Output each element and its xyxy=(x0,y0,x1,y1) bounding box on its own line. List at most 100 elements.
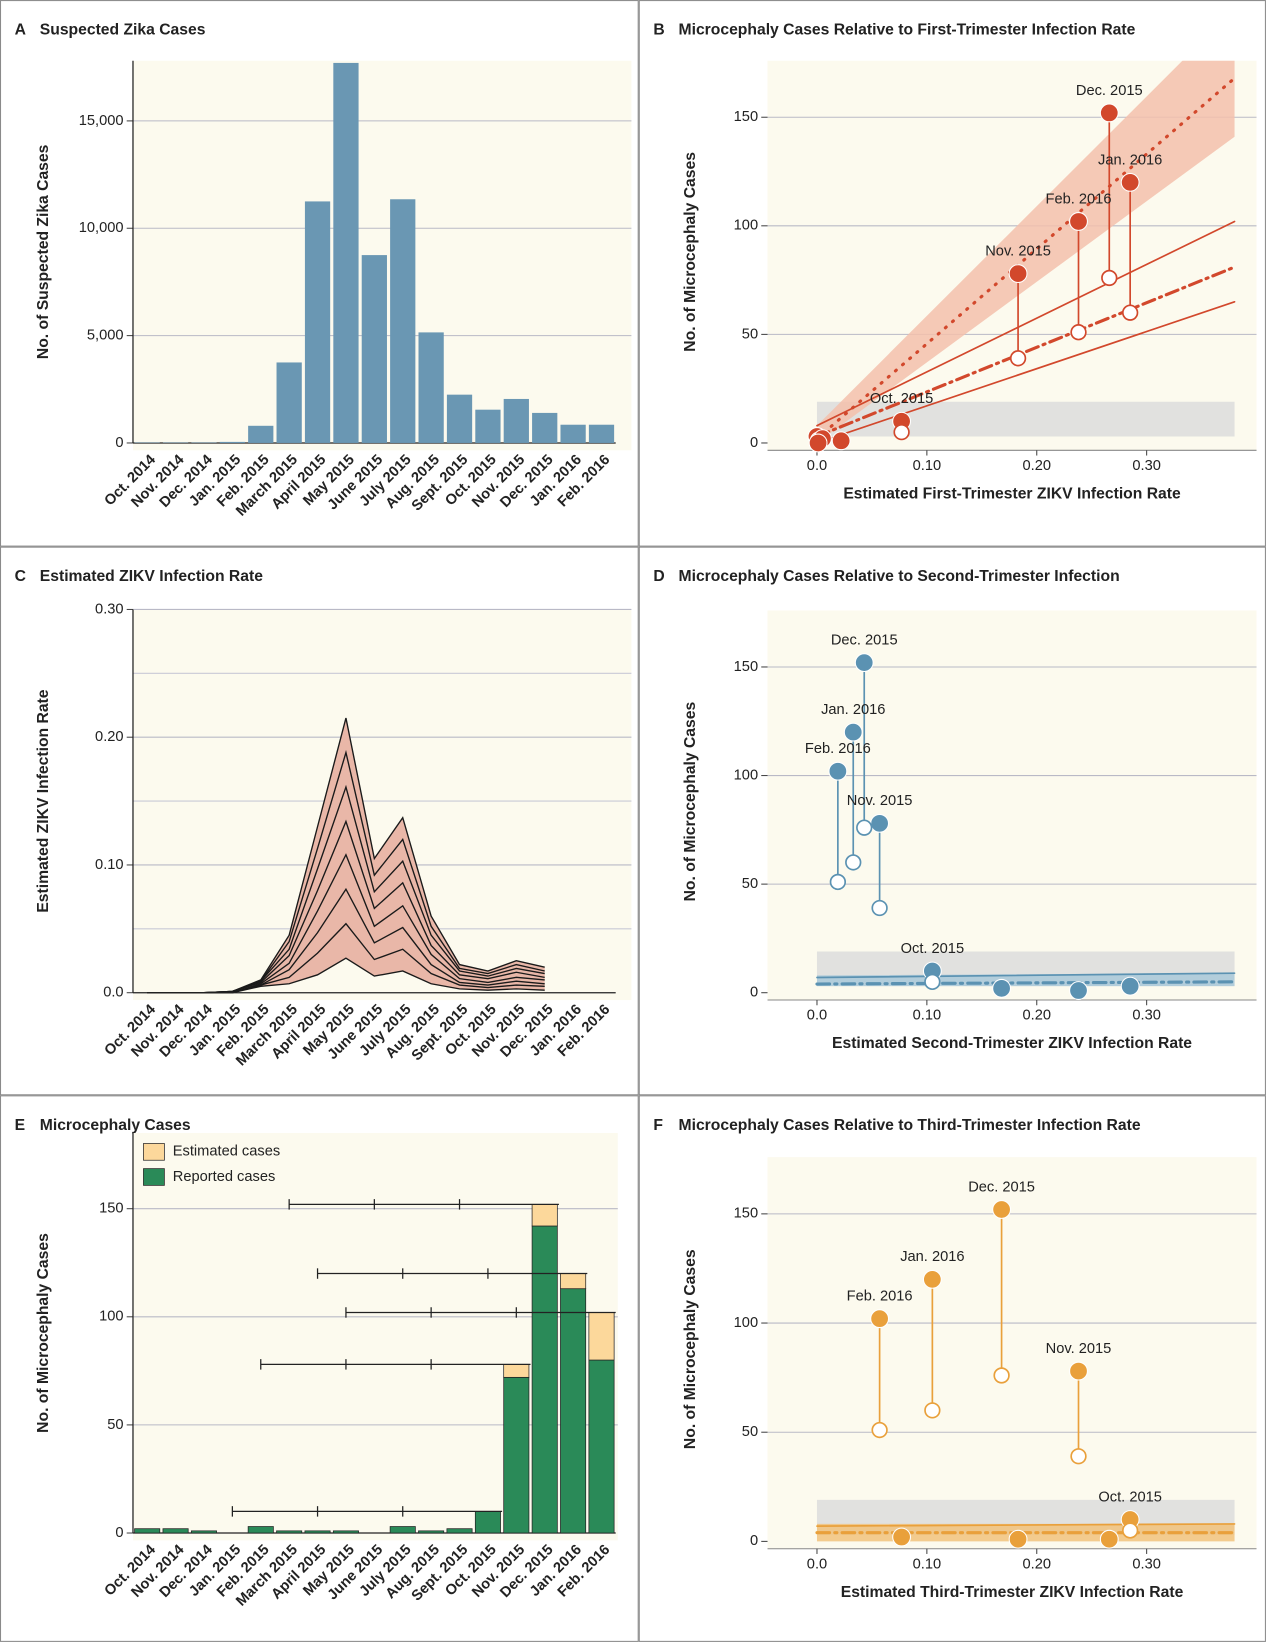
y-tick-label: 150 xyxy=(99,1201,123,1217)
open-point xyxy=(924,1402,941,1419)
bar-segment xyxy=(134,1528,161,1534)
point-label: Jan. 2016 xyxy=(1098,152,1162,168)
bar-segment xyxy=(474,1511,501,1534)
legend-swatch xyxy=(143,1168,165,1186)
panel-title: Microcephaly Cases xyxy=(40,1117,191,1134)
y-tick-label: 0.0 xyxy=(103,985,123,1001)
point xyxy=(1120,172,1140,192)
panel-title: Suspected Zika Cases xyxy=(40,22,206,39)
bar xyxy=(304,201,331,443)
point-label: Dec. 2015 xyxy=(831,633,898,649)
y-tick-label: 0 xyxy=(750,985,758,1001)
open-point xyxy=(845,854,862,871)
x-tick-label: 0.20 xyxy=(1023,1008,1052,1024)
y-tick-label: 5,000 xyxy=(87,327,124,343)
panel-letter: F xyxy=(653,1117,663,1134)
point xyxy=(1069,981,1088,1000)
fit-line xyxy=(816,1523,1236,1527)
y-tick-label: 0.10 xyxy=(95,857,124,873)
point xyxy=(808,433,828,453)
plot-area xyxy=(815,951,1237,987)
point-label: Nov. 2015 xyxy=(847,793,913,809)
bar xyxy=(418,332,444,443)
x-tick-label: 0.20 xyxy=(1023,458,1052,474)
bar-segment xyxy=(190,1530,217,1534)
bar-segment xyxy=(531,1225,558,1534)
fit-line xyxy=(816,972,1236,979)
point-label: Feb. 2016 xyxy=(805,741,871,757)
y-tick-label: 100 xyxy=(734,1315,758,1331)
point xyxy=(992,1200,1012,1219)
x-tick-label: 0.30 xyxy=(1132,1008,1161,1024)
y-tick-label: 100 xyxy=(99,1309,123,1325)
bar xyxy=(361,255,387,443)
x-tick-label: 0.10 xyxy=(913,458,942,474)
bar-segment xyxy=(560,1288,587,1534)
bar-segment xyxy=(503,1363,530,1378)
point xyxy=(1008,1529,1028,1549)
y-tick-label: 150 xyxy=(734,1206,758,1222)
y-tick-label: 0.20 xyxy=(95,729,124,745)
bar-segment xyxy=(531,1203,558,1227)
panel-letter: D xyxy=(653,568,664,585)
x-tick-label: 0.0 xyxy=(807,1008,827,1024)
bar xyxy=(276,362,302,443)
x-tick-label: 0.30 xyxy=(1132,458,1161,474)
y-tick-label: 15,000 xyxy=(79,113,124,129)
point-label: Jan. 2016 xyxy=(900,1249,964,1265)
x-axis-title: Estimated First-Trimester ZIKV Infection… xyxy=(843,485,1181,502)
y-tick-label: 0 xyxy=(115,435,123,451)
open-point xyxy=(856,819,873,836)
plot-background xyxy=(767,1157,1257,1549)
band xyxy=(816,401,1235,437)
y-tick-label: 100 xyxy=(734,218,758,234)
point xyxy=(1120,976,1140,996)
bar-segment xyxy=(588,1312,615,1361)
bar-segment xyxy=(560,1273,587,1290)
open-point xyxy=(893,423,910,441)
y-tick-label: 50 xyxy=(742,876,758,892)
y-tick-label: 10,000 xyxy=(79,220,124,236)
x-axis-title: Estimated Third-Trimester ZIKV Infection… xyxy=(841,1584,1184,1601)
y-axis-title: No. of Microcephaly Cases xyxy=(682,1249,699,1449)
y-axis-title: Estimated ZIKV Infection Rate xyxy=(35,689,52,912)
open-point xyxy=(1121,304,1139,321)
point xyxy=(854,653,874,673)
y-tick-label: 150 xyxy=(734,659,758,675)
open-point xyxy=(1070,324,1087,341)
open-point xyxy=(871,899,888,917)
bar xyxy=(219,441,245,443)
open-point xyxy=(1070,1448,1087,1465)
bar-segment xyxy=(276,1530,303,1534)
panel-title: Microcephaly Cases Relative to Third-Tri… xyxy=(679,1117,1141,1134)
panel-letter: C xyxy=(15,568,26,585)
panel-title: Microcephaly Cases Relative to Second-Tr… xyxy=(679,568,1120,585)
point xyxy=(870,1309,890,1329)
bar xyxy=(588,424,615,443)
y-tick-label: 50 xyxy=(742,326,758,342)
fit-line xyxy=(815,76,1237,441)
bar-segment xyxy=(304,1530,331,1534)
bar xyxy=(503,398,529,443)
x-tick-label: 0.30 xyxy=(1132,1556,1161,1572)
plot-background xyxy=(767,610,1257,1001)
x-tick-label: 0.0 xyxy=(807,458,827,474)
bar-segment xyxy=(332,1530,359,1534)
band xyxy=(816,60,1235,443)
bar-segment xyxy=(247,1526,274,1534)
bar-segment xyxy=(418,1530,445,1534)
panel-letter: B xyxy=(653,22,664,39)
x-tick-label: 0.10 xyxy=(913,1556,942,1572)
y-tick-label: 100 xyxy=(734,767,758,783)
y-tick-label: 50 xyxy=(107,1417,123,1433)
point xyxy=(922,1269,942,1289)
x-tick-label: 0.0 xyxy=(807,1556,827,1572)
legend-label: Estimated cases xyxy=(173,1144,280,1160)
bar xyxy=(446,394,473,443)
bar xyxy=(390,199,416,443)
bar xyxy=(475,409,501,443)
point-label: Oct. 2015 xyxy=(1098,1489,1161,1505)
point-label: Nov. 2015 xyxy=(1046,1341,1112,1357)
open-point xyxy=(871,1421,888,1439)
